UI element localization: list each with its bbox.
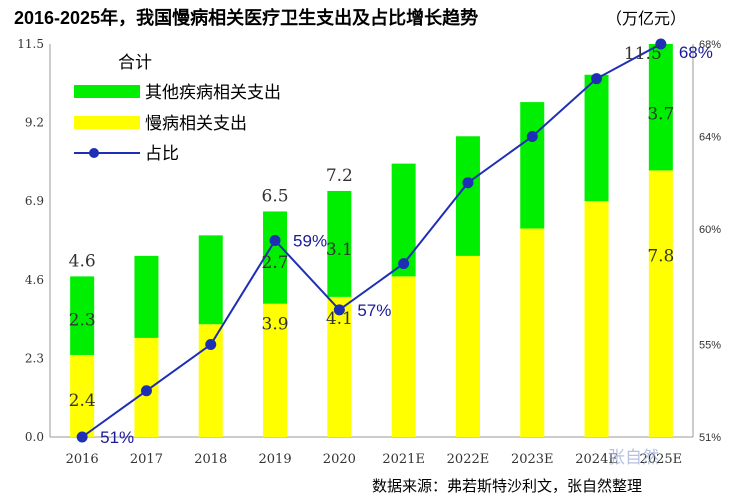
x-tick-label: 2021E [382, 452, 425, 467]
share-point [140, 385, 152, 397]
x-tick-label: 2023E [511, 452, 554, 467]
bar-other [648, 44, 673, 171]
share-label: 51% [100, 428, 134, 447]
bar-other [263, 211, 288, 304]
x-tick-label: 2024E [575, 452, 618, 467]
bar-other [584, 74, 609, 202]
chronic-value-label: 7.8 [647, 247, 674, 267]
other-value-label: 3.7 [647, 105, 674, 125]
y-left-tick-label: 6.9 [25, 194, 44, 208]
chronic-value-label: 3.9 [262, 315, 289, 335]
share-point [655, 38, 667, 50]
y-left-ticks: 0.0 2.3 4.6 6.9 9.2 11.5 [17, 37, 44, 444]
bars [70, 44, 673, 437]
bar-chronic [520, 228, 545, 437]
share-point [398, 258, 410, 270]
y-left-tick-label: 9.2 [25, 116, 44, 130]
bar-chronic [455, 255, 480, 437]
share-label: 59% [293, 232, 327, 251]
legend: 合计 其他疾病相关支出 慢病相关支出 占比 [74, 53, 281, 164]
y-left-tick-label: 2.3 [25, 351, 44, 365]
share-point [76, 431, 88, 443]
bar-chronic [648, 170, 673, 437]
bar-other [70, 276, 95, 355]
legend-swatch-other [74, 85, 140, 98]
data-labels: 4.6 2.3 2.451% 6.5 2.7 3.9 59% 7.2 3.1 4.1 57% 11.5… [69, 43, 713, 447]
chronic-value-label: 4.1 [326, 309, 353, 329]
x-tick-label: 2016 [66, 452, 99, 467]
legend-label-chronic: 慢病相关支出 [145, 113, 247, 134]
total-label: 7.2 [326, 166, 353, 186]
x-tick-label: 2025E [640, 452, 683, 467]
total-label: 4.6 [69, 251, 96, 271]
bar-chronic [327, 296, 352, 437]
x-tick-label: 2017 [130, 452, 163, 467]
bar-other [455, 136, 480, 256]
source-note: 数据来源：弗若斯特沙利文，张自然整理 [372, 477, 642, 495]
other-value-label: 2.3 [69, 311, 96, 331]
legend-label-other: 其他疾病相关支出 [145, 83, 281, 103]
legend-label-share: 占比 [145, 144, 179, 164]
y-right-tick-label: 68% [699, 39, 721, 51]
chart-title: 2016-2025年，我国慢病相关医疗卫生支出及占比增长趋势 [14, 7, 478, 28]
x-tick-label: 2019 [259, 452, 292, 467]
share-label: 57% [357, 301, 391, 320]
y-left-tick-label: 11.5 [17, 37, 44, 51]
chronic-value-label: 2.4 [69, 391, 96, 411]
y-right-tick-label: 64% [699, 131, 721, 143]
share-line [76, 38, 667, 443]
legend-total: 合计 [118, 53, 152, 73]
legend-swatch-chronic [74, 116, 140, 129]
bar-other [198, 235, 223, 325]
x-ticks: 2016 2017 2018 2019 2020 2021E 2022E 2023E 2024E… [66, 452, 683, 467]
total-label: 11.5 [624, 44, 662, 64]
y-left-tick-label: 0.0 [25, 430, 44, 444]
x-tick-label: 2022E [447, 452, 490, 467]
legend-marker-share [89, 148, 99, 158]
y-right-tick-label: 60% [699, 224, 721, 236]
y-right-ticks: 51% 55% 60% 64% 68% [699, 39, 721, 444]
x-tick-label: 2018 [194, 452, 227, 467]
bar-other [327, 190, 352, 297]
total-label: 6.5 [262, 186, 289, 206]
watermark: 张自然 [608, 448, 659, 468]
bar-chronic [584, 201, 609, 437]
y-right-tick-label: 51% [699, 432, 721, 444]
share-point [462, 177, 474, 189]
other-value-label: 2.7 [262, 253, 289, 273]
share-point [269, 235, 281, 246]
share-point [333, 304, 345, 316]
share-point [591, 73, 603, 85]
x-tick-label: 2020 [323, 452, 356, 467]
other-value-label: 3.1 [326, 240, 353, 260]
bar-other [520, 102, 545, 229]
y-left-tick-label: 4.6 [25, 273, 44, 287]
share-line-path [81, 43, 662, 438]
y-right-tick-label: 55% [699, 340, 721, 352]
bar-chronic [263, 303, 288, 437]
bar-other [391, 163, 416, 277]
share-label: 68% [679, 43, 713, 62]
bar-chronic [70, 354, 95, 437]
chart-unit: （万亿元） [606, 10, 686, 28]
share-point [526, 130, 538, 142]
bar-chronic [391, 276, 416, 437]
bar-other [134, 255, 159, 338]
share-point [205, 339, 217, 351]
